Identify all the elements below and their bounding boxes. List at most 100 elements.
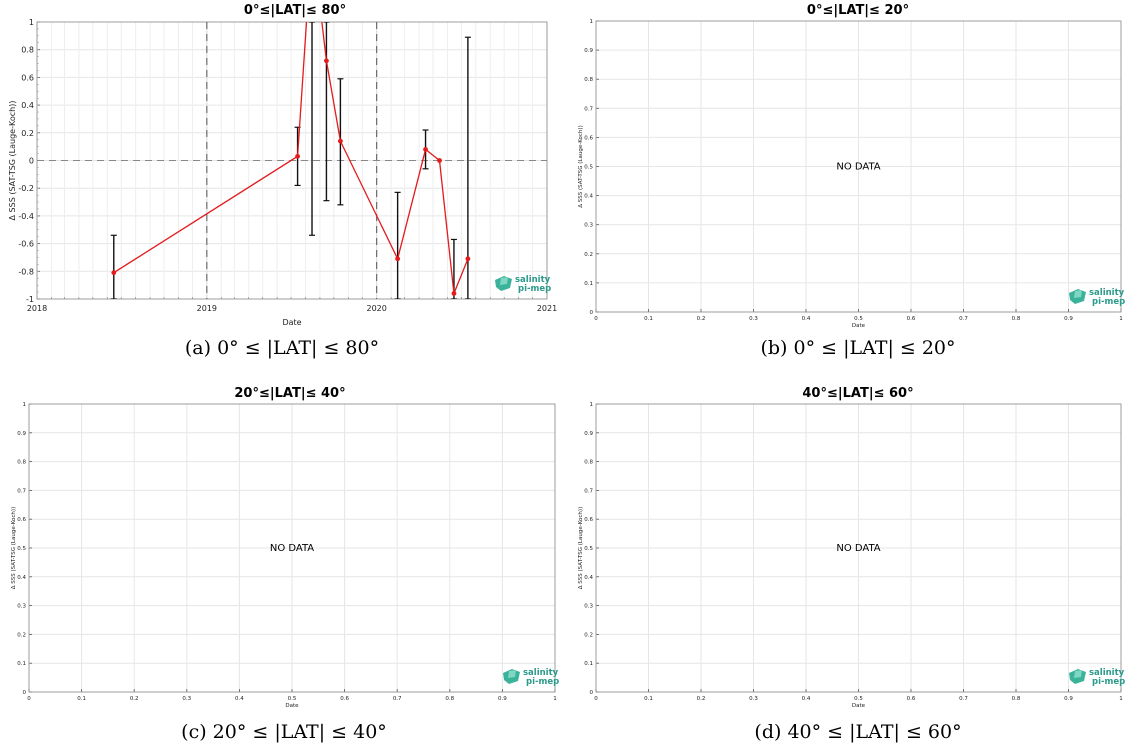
y-tick-label: 0.6 — [584, 135, 593, 141]
y-tick-label: 0.3 — [584, 223, 593, 229]
y-tick-label: 0.8 — [21, 46, 34, 55]
data-point — [423, 147, 428, 152]
y-tick-label: 0 — [29, 157, 34, 166]
x-tick-label: 0.9 — [1064, 696, 1073, 702]
y-tick-label: 0.2 — [21, 129, 34, 138]
y-tick-label: 0.8 — [17, 460, 26, 466]
x-tick-label: 0.1 — [644, 316, 653, 322]
subfigure-caption: (c) 20° ≤ |LAT| ≤ 40° — [181, 721, 387, 743]
data-point — [324, 58, 329, 64]
y-tick-label: 0.8 — [584, 77, 593, 83]
x-axis-label: Date — [852, 323, 866, 329]
data-point — [465, 256, 471, 262]
x-tick-label: 0.9 — [1064, 316, 1073, 322]
logo-mark-highlight — [508, 670, 516, 678]
logo-word-2: pi-mep — [526, 677, 559, 687]
y-axis-label: Δ SSS (SAT-TSG (Lauge-Koch)) — [578, 507, 584, 589]
x-tick-label: 0.6 — [340, 696, 349, 702]
y-tick-label: 0.5 — [584, 546, 593, 552]
y-tick-label: 0.1 — [584, 281, 593, 287]
x-tick-label: 0.6 — [907, 316, 916, 322]
y-tick-label: 1 — [23, 402, 27, 408]
y-tick-label: 0.1 — [584, 661, 593, 667]
y-tick-label: 0.4 — [21, 101, 34, 110]
x-tick-label: 0.2 — [697, 316, 706, 322]
data-point — [111, 270, 117, 276]
data-point — [295, 153, 300, 159]
logo-word-2: pi-mep — [1092, 677, 1125, 687]
x-tick-label: 0.5 — [854, 316, 863, 322]
y-tick-label: 0.4 — [17, 575, 26, 581]
y-tick-label: 0.7 — [17, 488, 26, 494]
logo-word-1: salinity — [523, 668, 559, 678]
x-tick-label: 1 — [1119, 696, 1123, 702]
x-tick-label: 0.2 — [130, 696, 139, 702]
x-axis-label: Date — [282, 318, 301, 327]
y-tick-label: -0.6 — [18, 240, 34, 249]
y-tick-label: 0.9 — [584, 48, 593, 54]
x-tick-label: 0 — [27, 696, 31, 702]
y-tick-label: 0.9 — [584, 431, 593, 437]
x-tick-label: 0.7 — [959, 696, 968, 702]
chart-panel-4: 0 0.1 0.2 0.3 0.4 0.5 0.6 0.7 0.8 0.9 1 0 0.1 0.2 0.3 0… — [578, 386, 1125, 743]
subfigure-caption: (b) 0° ≤ |LAT| ≤ 20° — [760, 337, 955, 359]
logo-mark-highlight — [1074, 670, 1082, 678]
y-tick-label: 0.5 — [584, 165, 593, 171]
x-axis-label: Date — [852, 703, 866, 709]
no-data-label: NO DATA — [270, 543, 314, 554]
y-tick-label: 0 — [23, 690, 27, 696]
x-tick-label: 0.4 — [802, 696, 811, 702]
x-tick-label: 0.3 — [749, 316, 758, 322]
y-axis-label: Δ SSS (SAT-TSG (Lauge-Koch)) — [11, 507, 17, 589]
x-tick-label: 0.8 — [1012, 696, 1021, 702]
chart-panel-3: 0 0.1 0.2 0.3 0.4 0.5 0.6 0.7 0.8 0.9 1 0 0.1 0.2 0.3 0… — [11, 386, 559, 743]
y-axis-label: Δ SSS (SAT-TSG (Lauge-Koch)) — [8, 101, 17, 221]
y-tick-label: 0.3 — [584, 604, 593, 610]
y-tick-label: 0.2 — [584, 252, 593, 258]
y-tick-label: 0.2 — [584, 632, 593, 638]
y-tick-label: 1 — [590, 402, 594, 408]
series-line — [113, 22, 469, 294]
y-tick-label: -0.8 — [18, 267, 34, 276]
chart-panel-1: -1 -0.8 -0.6 -0.4 -0.2 0 0.2 0.4 0.6 0.8 1 2018 2019… — [8, 3, 557, 359]
x-tick-label: 0.5 — [288, 696, 297, 702]
x-tick-label: 1 — [553, 696, 557, 702]
logo-word-2: pi-mep — [1092, 297, 1125, 307]
data-point — [437, 158, 442, 163]
y-tick-label: 0.6 — [17, 517, 26, 523]
chart-title: 40°≤|LAT|≤ 60° — [802, 386, 913, 401]
y-tick-label: 0.7 — [584, 488, 593, 494]
x-tick-label: 0.3 — [182, 696, 191, 702]
logo-word-2: pi-mep — [518, 284, 551, 294]
logo-mark-highlight — [1074, 290, 1082, 298]
logo-mark-highlight — [500, 277, 508, 285]
axes-frame — [595, 20, 1122, 313]
y-tick-label: -0.2 — [18, 184, 34, 193]
y-tick-label: 1 — [590, 19, 594, 25]
y-tick-label: -0.4 — [18, 212, 34, 221]
chart-panel-2: 0 0.1 0.2 0.3 0.4 0.5 0.6 0.7 0.8 0.9 1 0 0.1 0.2 0.3 0… — [578, 3, 1125, 359]
data-point — [451, 291, 457, 296]
x-tick-label: 0.1 — [77, 696, 86, 702]
x-tick-label: 0.7 — [393, 696, 402, 702]
y-tick-label: 0.6 — [584, 517, 593, 523]
data-layer — [110, 22, 471, 299]
y-tick-label: 0.9 — [17, 431, 26, 437]
chart-title: 0°≤|LAT|≤ 80° — [244, 3, 346, 18]
y-tick-label: 0.3 — [17, 604, 26, 610]
y-tick-label: 0.8 — [584, 460, 593, 466]
logo-word-1: salinity — [515, 275, 551, 285]
x-tick-label: 0.2 — [697, 696, 706, 702]
y-tick-label: 0.5 — [17, 546, 26, 552]
x-tick-label: 0.8 — [1012, 316, 1021, 322]
no-data-label: NO DATA — [836, 543, 880, 554]
y-tick-label: 1 — [29, 18, 34, 27]
y-tick-label: 0.6 — [21, 73, 34, 82]
y-tick-label: 0 — [590, 690, 594, 696]
y-tick-label: -1 — [26, 295, 34, 304]
